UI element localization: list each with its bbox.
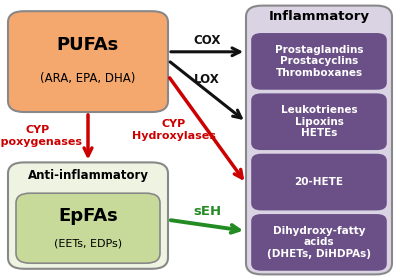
FancyBboxPatch shape (251, 94, 387, 150)
Text: LOX: LOX (194, 73, 220, 86)
Text: sEH: sEH (193, 205, 221, 218)
Text: (ARA, EPA, DHA): (ARA, EPA, DHA) (40, 72, 136, 85)
Text: Inflammatory: Inflammatory (268, 10, 370, 23)
FancyBboxPatch shape (251, 214, 387, 271)
FancyBboxPatch shape (251, 154, 387, 211)
Text: COX: COX (194, 34, 221, 47)
FancyBboxPatch shape (251, 33, 387, 90)
Text: CYP
Hydroxylases: CYP Hydroxylases (132, 119, 216, 141)
Text: EpFAs: EpFAs (58, 207, 118, 225)
Text: 20-HETE: 20-HETE (294, 177, 344, 187)
Text: Anti-inflammatory: Anti-inflammatory (28, 169, 148, 181)
FancyBboxPatch shape (8, 162, 168, 269)
FancyBboxPatch shape (246, 6, 392, 274)
Text: PUFAs: PUFAs (57, 36, 119, 54)
Text: CYP
Epoxygenases: CYP Epoxygenases (0, 125, 82, 147)
FancyBboxPatch shape (16, 193, 160, 263)
Text: (EETs, EDPs): (EETs, EDPs) (54, 239, 122, 249)
Text: Leukotrienes
Lipoxins
HETEs: Leukotrienes Lipoxins HETEs (281, 105, 357, 138)
Text: Prostaglandins
Prostacyclins
Thromboxanes: Prostaglandins Prostacyclins Thromboxane… (275, 45, 363, 78)
FancyBboxPatch shape (8, 11, 168, 112)
Text: Dihydroxy-fatty
acids
(DHETs, DiHDPAs): Dihydroxy-fatty acids (DHETs, DiHDPAs) (267, 226, 371, 259)
